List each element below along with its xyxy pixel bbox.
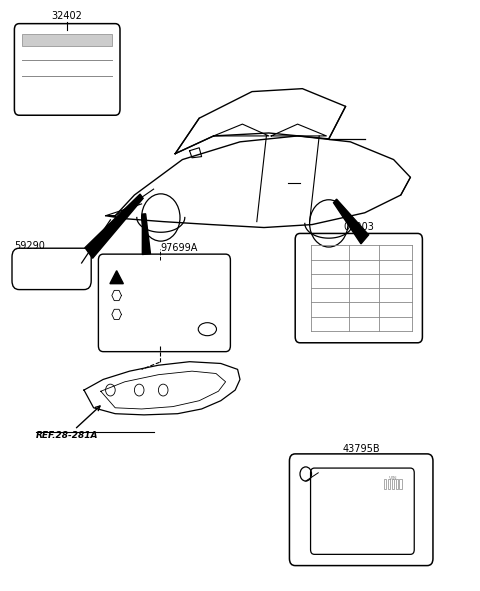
Polygon shape xyxy=(85,194,143,258)
Bar xyxy=(399,479,402,489)
Bar xyxy=(22,34,112,46)
Bar xyxy=(396,479,398,489)
Text: 32402: 32402 xyxy=(52,11,83,21)
Text: 43795B: 43795B xyxy=(342,444,380,454)
Text: 97699A: 97699A xyxy=(160,243,197,253)
Text: VIN: VIN xyxy=(389,476,398,481)
Text: REF.28-281A: REF.28-281A xyxy=(36,431,98,440)
Bar xyxy=(384,479,386,489)
Text: 05203: 05203 xyxy=(343,222,374,232)
Bar xyxy=(388,479,390,489)
Text: 59290: 59290 xyxy=(14,241,45,251)
Polygon shape xyxy=(334,199,369,244)
Polygon shape xyxy=(143,214,150,255)
Bar xyxy=(392,479,394,489)
Polygon shape xyxy=(110,271,123,284)
